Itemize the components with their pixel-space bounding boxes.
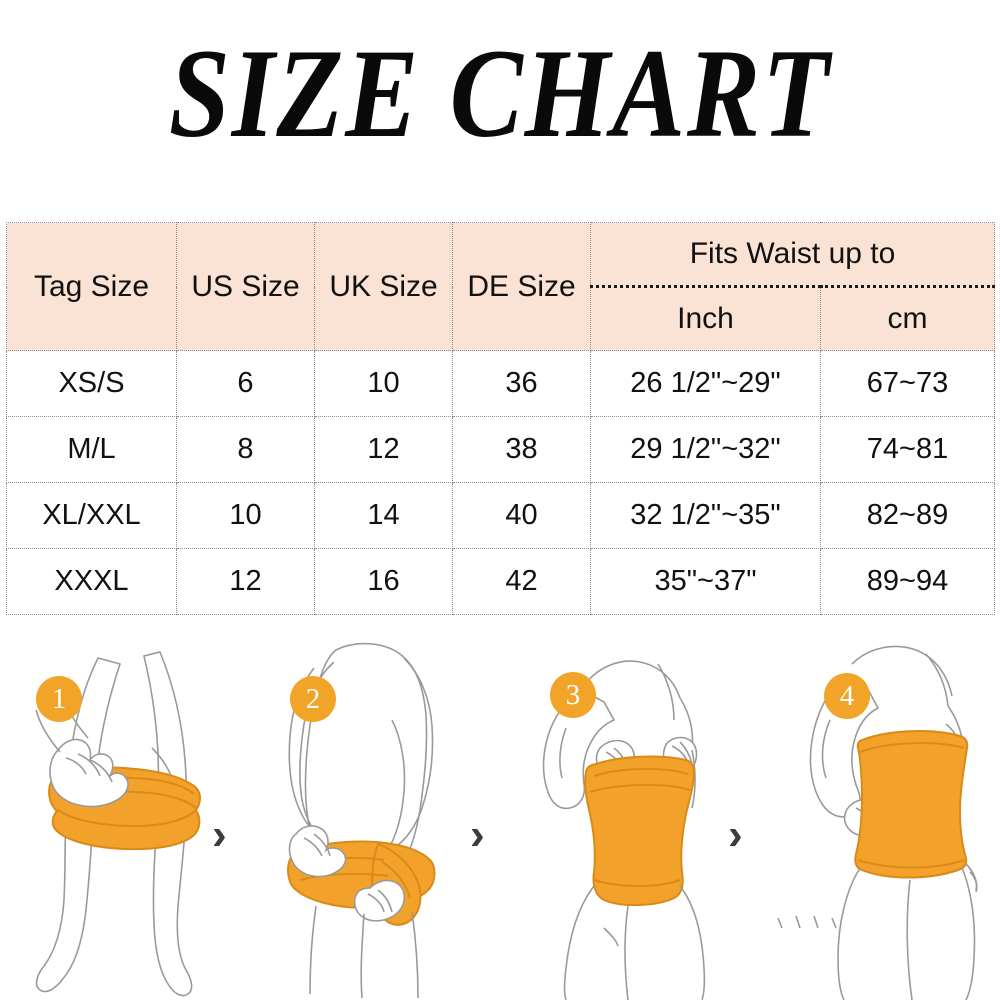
- column-header-us-size: US Size: [176, 222, 315, 351]
- cell-us-size: 8: [176, 416, 315, 483]
- cell-tag-size: XS/S: [6, 350, 177, 417]
- step-badge-2: 2: [290, 676, 336, 722]
- column-header-uk-size: UK Size: [314, 222, 453, 351]
- cell-waist-inch: 26 1/2"~29": [590, 350, 821, 417]
- step-illustration-2: 2: [252, 628, 484, 1000]
- cell-waist-inch: 32 1/2"~35": [590, 482, 821, 549]
- step-badge-1: 1: [36, 676, 82, 722]
- cell-waist-cm: 67~73: [819, 350, 996, 417]
- column-header-fits-waist: Fits Waist up to: [589, 222, 996, 288]
- cell-uk-size: 12: [314, 416, 453, 483]
- cell-us-size: 12: [176, 548, 315, 615]
- waist-trainer-worn-icon: [777, 645, 978, 1000]
- column-header-de-size: DE Size: [452, 222, 591, 351]
- table-row: XXXL 12 16 42 35"~37" 89~94: [6, 548, 996, 615]
- table-row: M/L 8 12 38 29 1/2"~32" 74~81: [6, 416, 996, 483]
- cell-tag-size: XXXL: [6, 548, 177, 615]
- page-title: SIZE CHART: [169, 22, 831, 165]
- cell-tag-size: XL/XXL: [6, 482, 177, 549]
- waist-trainer-front-icon: [542, 660, 706, 1000]
- table-row: XS/S 6 10 36 26 1/2"~29" 67~73: [6, 350, 996, 417]
- step-badge-3: 3: [550, 672, 596, 718]
- table-body: XS/S 6 10 36 26 1/2"~29" 67~73 M/L 8 12 …: [6, 350, 996, 615]
- step-illustration-1: 1: [2, 628, 234, 1000]
- cell-de-size: 40: [452, 482, 591, 549]
- size-chart-table-container: Tag Size US Size UK Size DE Size Fits Wa…: [6, 222, 996, 615]
- cell-waist-inch: 29 1/2"~32": [590, 416, 821, 483]
- step-arrow-3: ›: [728, 810, 743, 859]
- column-header-cm: cm: [819, 286, 996, 351]
- step-arrow-2: ›: [470, 810, 485, 859]
- cell-waist-cm: 82~89: [819, 482, 996, 549]
- table-header-row-main: Tag Size US Size UK Size DE Size Fits Wa…: [6, 222, 996, 351]
- torso-pulling-up-icon: [287, 642, 436, 999]
- cell-de-size: 38: [452, 416, 591, 483]
- table-header-row-sub: Inch cm: [7, 286, 996, 351]
- cell-us-size: 10: [176, 482, 315, 549]
- cell-us-size: 6: [176, 350, 315, 417]
- cell-uk-size: 14: [314, 482, 453, 549]
- step-illustration-4: 4: [760, 628, 992, 1000]
- cell-waist-cm: 74~81: [819, 416, 996, 483]
- table-row: XL/XXL 10 14 40 32 1/2"~35" 82~89: [6, 482, 996, 549]
- legs-pulling-up-icon: [35, 651, 201, 997]
- page-title-container: SIZE CHART: [0, 30, 1000, 157]
- cell-de-size: 36: [452, 350, 591, 417]
- size-chart-table: Tag Size US Size UK Size DE Size Fits Wa…: [6, 222, 996, 615]
- cell-tag-size: M/L: [6, 416, 177, 483]
- cell-uk-size: 16: [314, 548, 453, 615]
- column-header-inch: Inch: [590, 286, 821, 351]
- step-badge-4: 4: [824, 673, 870, 719]
- step-illustration-3: 3: [508, 628, 740, 1000]
- cell-waist-cm: 89~94: [819, 548, 996, 615]
- step-arrow-1: ›: [212, 810, 227, 859]
- cell-de-size: 42: [452, 548, 591, 615]
- how-to-wear-illustrations: 1 ›: [0, 628, 1000, 1000]
- column-header-tag-size: Tag Size: [6, 222, 177, 351]
- cell-waist-inch: 35"~37": [590, 548, 821, 615]
- cell-uk-size: 10: [314, 350, 453, 417]
- table-header: Tag Size US Size UK Size DE Size Fits Wa…: [6, 222, 996, 351]
